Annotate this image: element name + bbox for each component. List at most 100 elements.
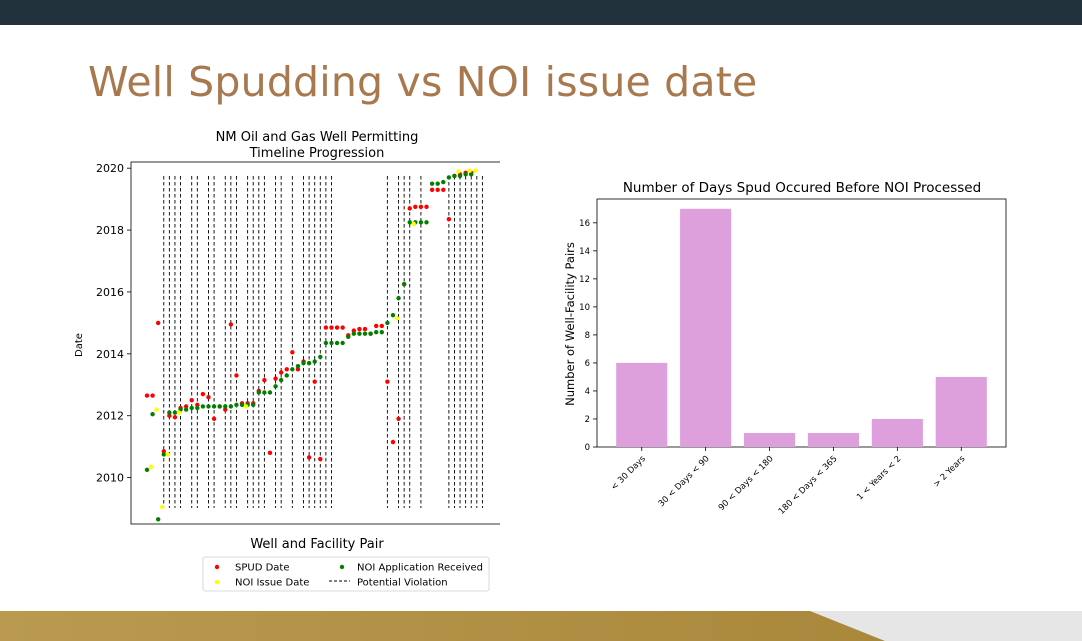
spud-point xyxy=(189,398,194,403)
spud-point xyxy=(167,413,172,418)
noi-received-point xyxy=(340,340,345,346)
noi-received-point xyxy=(295,364,301,369)
noi-issue-point xyxy=(394,316,400,321)
noi-received-point xyxy=(306,360,312,366)
bar xyxy=(743,432,796,447)
spud-point xyxy=(295,367,301,372)
spud-point xyxy=(161,449,166,454)
legend-noi-issue-marker xyxy=(214,579,220,585)
spud-point xyxy=(441,187,446,193)
noi-received-point xyxy=(267,390,273,395)
noi-received-point xyxy=(206,404,211,409)
y-tick-label: 2014 xyxy=(96,348,124,361)
spud-point xyxy=(267,450,273,456)
bar xyxy=(935,376,987,447)
chart1-y-ticks: 2010 2012 2014 2016 2018 2020 xyxy=(96,162,131,485)
spud-point xyxy=(357,326,362,332)
spud-point xyxy=(334,325,340,330)
noi-received-point xyxy=(251,402,256,408)
x-tick-label: 90 < Days < 180 xyxy=(717,454,776,513)
spud-point xyxy=(228,322,234,327)
spud-point xyxy=(234,373,239,378)
noi-issue-point xyxy=(165,452,170,457)
spud-point xyxy=(340,325,345,330)
noi-received-point xyxy=(223,404,228,409)
legend-noi-received-marker xyxy=(339,564,345,570)
spud-point xyxy=(312,379,317,384)
noi-received-point xyxy=(441,179,446,185)
noi-received-point xyxy=(446,175,452,180)
spud-point xyxy=(429,187,435,193)
noi-received-point xyxy=(200,404,206,409)
noi-received-point xyxy=(278,377,284,383)
y-tick-label: 4 xyxy=(585,387,590,397)
legend-spud-label: SPUD Date xyxy=(235,563,289,574)
chart2-y-axis-label: Number of Well-Facility Pairs xyxy=(563,242,577,406)
spud-point xyxy=(183,404,189,409)
bottom-decorative-band xyxy=(0,611,1082,641)
noi-received-point xyxy=(217,404,222,409)
chart2-y-ticks: 0 2 4 6 8 10 12 14 16 xyxy=(579,219,597,453)
noi-received-point xyxy=(390,312,396,318)
spud-point xyxy=(200,391,206,397)
noi-received-point xyxy=(334,340,340,346)
noi-received-point xyxy=(301,360,306,366)
noi-received-point xyxy=(407,220,412,225)
noi-received-point xyxy=(189,405,194,411)
spud-point xyxy=(206,394,211,400)
noi-received-point xyxy=(167,410,172,415)
legend-violation-label: Potential Violation xyxy=(357,578,448,589)
chart1-plot-area xyxy=(130,161,500,525)
spud-point xyxy=(418,204,424,210)
noi-issue-point xyxy=(159,504,165,510)
spud-point xyxy=(373,323,379,329)
y-tick-label: 0 xyxy=(585,443,590,453)
y-tick-label: 2020 xyxy=(96,162,124,175)
spud-point xyxy=(262,377,267,383)
chart2-title: Number of Days Spud Occured Before NOI P… xyxy=(623,180,981,196)
spud-point xyxy=(144,393,150,398)
y-tick-label: 16 xyxy=(579,219,590,229)
spud-point xyxy=(306,455,312,460)
noi-received-point xyxy=(452,173,457,179)
noi-received-point xyxy=(290,367,295,372)
chart1-legend: SPUD Date NOI Issue Date NOI Application… xyxy=(202,556,490,592)
violation-lines xyxy=(163,176,483,508)
noi-received-point xyxy=(346,334,351,340)
chart1-x-axis-label: Well and Facility Pair xyxy=(250,537,384,552)
y-tick-label: 2012 xyxy=(96,410,124,423)
noi-received-point xyxy=(211,404,217,409)
noi-received-point xyxy=(373,329,379,335)
y-tick-label: 12 xyxy=(579,275,590,285)
spud-point xyxy=(278,370,284,375)
noi-received-point xyxy=(385,320,390,326)
noi-issue-point xyxy=(243,404,249,409)
bar xyxy=(680,208,732,447)
spud-point xyxy=(155,320,161,326)
bar xyxy=(616,362,668,447)
noi-received-point xyxy=(318,354,323,360)
noi-received-point xyxy=(357,331,362,336)
noi-received-point xyxy=(323,340,329,346)
y-tick-label: 14 xyxy=(579,247,590,257)
bar xyxy=(871,418,923,447)
noi-received-point xyxy=(396,295,401,301)
spud-point xyxy=(273,376,278,381)
chart2-x-ticks: < 30 Days 30 < Days < 90 90 < Days < 180 18… xyxy=(609,447,968,517)
top-bar xyxy=(0,0,1082,25)
noi-received-point xyxy=(195,405,200,411)
y-tick-label: 10 xyxy=(579,303,590,313)
noi-issue-point xyxy=(176,410,182,415)
noi-received-series xyxy=(144,172,474,522)
chart2-plot-area xyxy=(596,198,1007,448)
noi-received-point xyxy=(228,404,234,409)
spud-point xyxy=(223,407,228,412)
x-tick-label: 180 < Days < 365 xyxy=(777,454,840,517)
chart1-title-line2: Timeline Progression xyxy=(249,146,385,161)
noi-issue-point xyxy=(148,464,154,469)
noi-received-point xyxy=(368,331,373,336)
noi-issue-point xyxy=(456,169,461,174)
noi-received-point xyxy=(362,331,368,336)
noi-received-point xyxy=(401,282,407,287)
x-tick-label: > 2 Years xyxy=(932,454,968,490)
